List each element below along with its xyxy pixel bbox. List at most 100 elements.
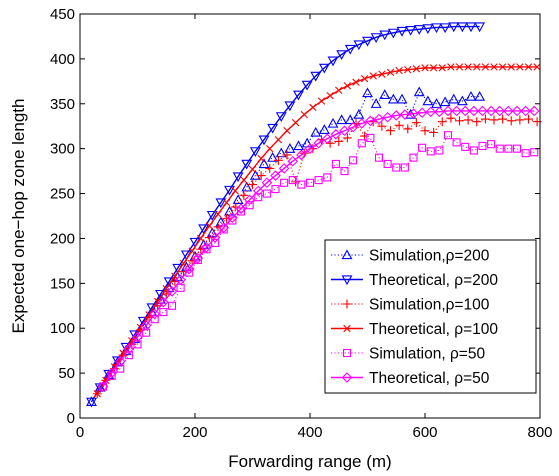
series-5-point	[530, 148, 539, 157]
series-6-point	[356, 118, 368, 129]
series-3-point	[524, 114, 533, 124]
series-5-point	[288, 176, 297, 185]
series-1-point	[439, 96, 451, 107]
series-4-point	[343, 82, 352, 90]
series-4-point	[309, 103, 317, 112]
series-2-point	[474, 22, 486, 33]
series-6-point	[520, 105, 531, 117]
series-6-point	[425, 106, 437, 118]
series-6-point	[140, 320, 152, 331]
series-6-point	[451, 105, 462, 117]
series-5-point	[374, 153, 384, 162]
series-1-point	[448, 93, 460, 104]
legend-entry: Simulation,ρ=100	[331, 297, 490, 314]
series-6-point	[365, 115, 376, 127]
legend-marker	[341, 275, 353, 286]
legend-marker	[343, 324, 351, 333]
series-2-point	[439, 23, 451, 34]
series-4-line	[96, 66, 538, 395]
legend-label: Theoretical, ρ=50	[369, 370, 490, 387]
series-4-point	[498, 63, 507, 71]
series-6-point	[252, 185, 264, 197]
series-4-point	[197, 234, 205, 243]
series-5-point	[219, 225, 228, 234]
x-tick-label: 0	[76, 424, 84, 441]
series-5-point	[323, 173, 332, 182]
series-2-point	[293, 90, 304, 101]
series-5-point	[495, 144, 504, 153]
series-6-point	[235, 203, 247, 215]
series-6-point	[399, 109, 411, 120]
series-1-point	[474, 90, 486, 101]
series-4-point	[490, 63, 498, 71]
series-2-point	[422, 24, 434, 34]
series-3-point	[256, 171, 266, 181]
series-6-point	[494, 105, 506, 117]
series-1-point	[370, 98, 382, 108]
series-4-point	[335, 86, 343, 95]
series-3-point	[334, 136, 344, 146]
series-3-point	[282, 150, 292, 160]
series-1-point	[275, 147, 287, 158]
series-4-point	[352, 78, 360, 86]
series-2-point	[198, 224, 210, 235]
series-2-point	[86, 397, 97, 408]
series-2-point	[120, 342, 132, 353]
series-3-point	[239, 190, 249, 200]
series-5-point	[418, 143, 427, 152]
legend-entry: Theoretical, ρ=100	[331, 321, 498, 338]
series-3-point	[446, 113, 456, 123]
series-6-point	[459, 105, 471, 117]
series-6-point	[97, 381, 109, 392]
series-2-point	[301, 80, 313, 91]
series-2-point	[267, 123, 279, 134]
series-4-point	[481, 63, 490, 71]
series-1-point	[267, 152, 279, 162]
series-6-point	[270, 170, 281, 181]
series-6	[97, 105, 540, 392]
series-6-point	[287, 155, 299, 167]
series-4-point	[516, 63, 524, 71]
series-4-point	[507, 63, 515, 71]
x-tick-label: 200	[182, 424, 207, 441]
series-6-point	[313, 138, 324, 149]
series-3-point	[248, 180, 257, 190]
series-4-point	[378, 70, 386, 78]
x-axis-label: Forwarding range (m)	[228, 452, 391, 471]
series-3-point	[463, 115, 473, 125]
series-3-point	[222, 214, 232, 224]
legend-label: Theoretical, ρ=100	[369, 321, 498, 338]
series-2-point	[396, 26, 408, 37]
series-2-point	[215, 198, 227, 209]
series-2-point	[336, 50, 348, 61]
series-6-point	[218, 222, 230, 233]
series-1-point	[344, 114, 356, 125]
series-3-point	[265, 163, 275, 173]
series-1-point	[327, 117, 339, 128]
series-2-point	[258, 135, 270, 146]
axes-layer: 0 200 400 600 800 0 50 100 150 200 250 300 350 400 450	[50, 6, 553, 441]
legend-marker	[342, 299, 352, 309]
series-3-point	[472, 117, 482, 127]
series-5-point	[512, 144, 522, 153]
series-4-point	[179, 259, 188, 268]
series-5-point	[383, 159, 392, 168]
series-4-point	[326, 92, 334, 100]
series-4-point	[404, 65, 412, 74]
series-6-point	[330, 129, 342, 140]
series-6-point	[132, 331, 143, 343]
series-3-point	[420, 126, 430, 136]
series-3-point	[342, 133, 352, 143]
series-1-point	[293, 140, 304, 151]
series-4-point	[300, 110, 308, 119]
series-4-point	[386, 68, 395, 77]
series-2-point	[431, 23, 442, 34]
y-tick-label: 200	[50, 230, 75, 247]
series-3-point	[506, 116, 516, 126]
series-5-point	[133, 340, 142, 349]
series-4-point	[412, 65, 421, 73]
series-5-point	[452, 138, 461, 147]
series-2-point	[275, 112, 287, 122]
series-2-point	[456, 22, 468, 33]
series-4-point	[222, 198, 231, 207]
